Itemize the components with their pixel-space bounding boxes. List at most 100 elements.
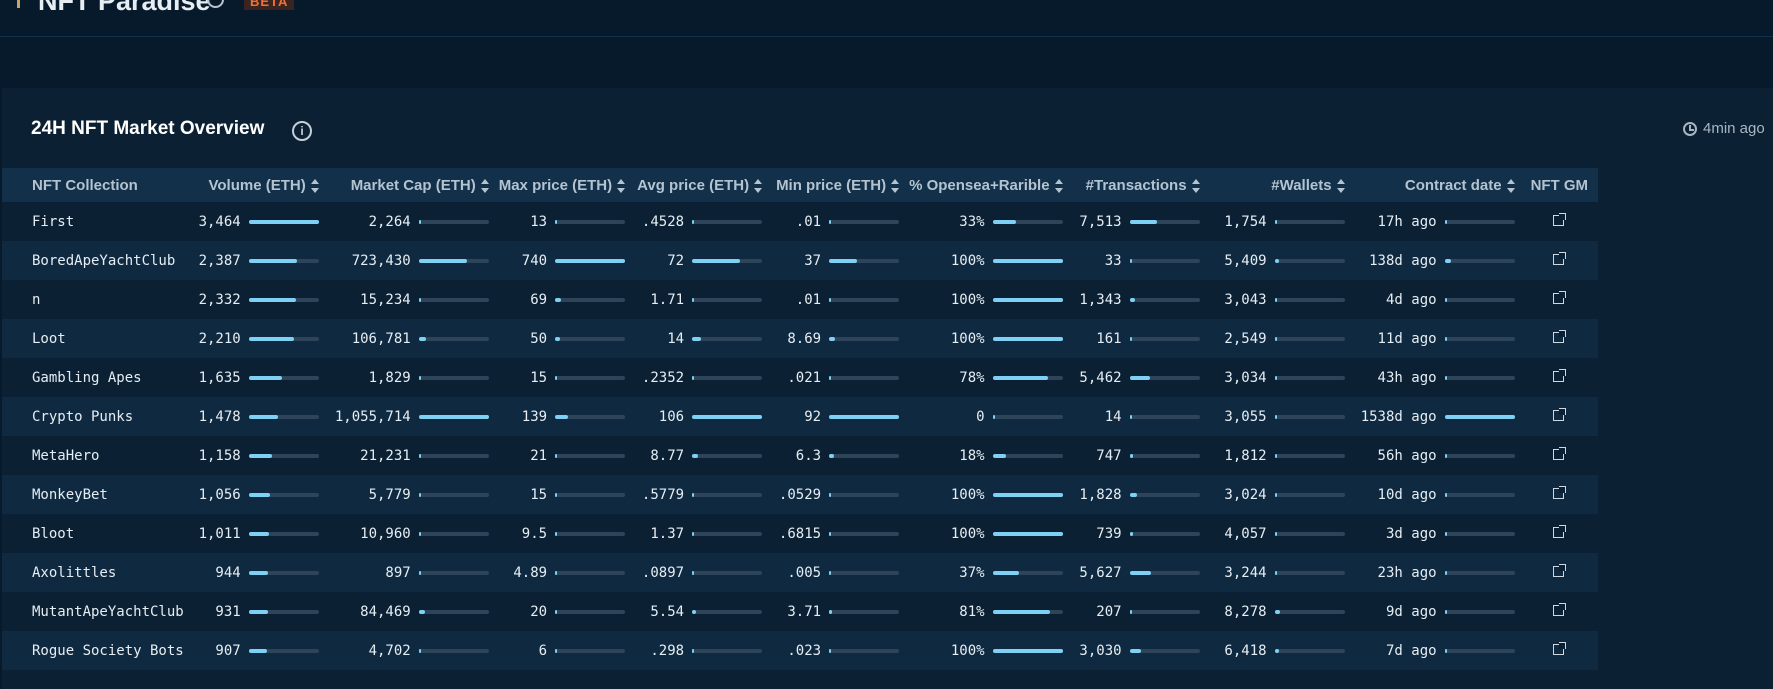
external-link-icon[interactable] xyxy=(1552,290,1566,304)
external-link-icon[interactable] xyxy=(1552,212,1566,226)
cell-gm xyxy=(1524,397,1599,436)
column-header-pct[interactable]: % Opensea+Rarible xyxy=(909,168,1073,202)
table-row[interactable]: MonkeyBet 1,056 5,779 15 .5779 .0529 100% 1,828… xyxy=(2,475,1599,514)
column-header-mcap[interactable]: Market Cap (ETH) xyxy=(328,168,499,202)
cell-tx: 747 xyxy=(1072,436,1210,475)
cell-gm xyxy=(1524,202,1599,241)
external-link-icon[interactable] xyxy=(1552,407,1566,421)
collection-name[interactable]: MetaHero xyxy=(2,436,184,475)
volume-value: 931 xyxy=(215,603,241,620)
sort-icon[interactable] xyxy=(754,178,763,193)
external-link-icon[interactable] xyxy=(1552,329,1566,343)
cell-gm xyxy=(1524,514,1599,553)
wallets-bar xyxy=(1274,414,1345,419)
wallets-bar xyxy=(1274,609,1345,614)
column-header-date[interactable]: Contract date xyxy=(1354,168,1525,202)
column-header-avg[interactable]: Avg price (ETH) xyxy=(635,168,773,202)
column-label: Market Cap (ETH) xyxy=(350,176,476,194)
volume-value: 907 xyxy=(215,642,241,659)
column-header-volume[interactable]: Volume (ETH) xyxy=(183,168,329,202)
external-link-icon[interactable] xyxy=(1552,524,1566,538)
table-row[interactable]: Loot 2,210 106,781 50 14 8.69 100% 161 2,549 11d … xyxy=(2,319,1599,358)
tx-bar-fill xyxy=(1129,531,1133,536)
wallets-value: 6,418 xyxy=(1224,642,1267,659)
collection-name[interactable]: MonkeyBet xyxy=(2,475,184,514)
mcap-value: 15,234 xyxy=(360,291,411,308)
table-row[interactable]: BoredApeYachtClub 2,387 723,430 740 72 37 100%… xyxy=(2,241,1599,280)
wallets-bar-fill xyxy=(1274,375,1277,380)
volume-bar xyxy=(248,297,319,302)
collection-name[interactable]: BoredApeYachtClub xyxy=(2,241,184,280)
collection-name[interactable]: Crypto Punks xyxy=(2,397,184,436)
min-bar-fill xyxy=(829,375,832,380)
collection-name[interactable]: Gambling Apes xyxy=(2,358,184,397)
cell-min: 92 xyxy=(772,397,910,436)
cell-gm xyxy=(1524,631,1599,670)
mcap-bar-fill xyxy=(418,531,421,536)
avg-bar-fill xyxy=(692,492,695,497)
collection-name[interactable]: Axolittles xyxy=(2,553,184,592)
header-accent xyxy=(17,0,20,8)
tx-bar xyxy=(1129,609,1200,614)
date-bar-fill xyxy=(1444,453,1447,458)
cell-date: 11d ago xyxy=(1354,319,1525,358)
mcap-bar xyxy=(418,219,489,224)
column-label: % Opensea+Rarible xyxy=(909,176,1050,194)
external-link-icon[interactable] xyxy=(1552,641,1566,655)
max-bar-fill xyxy=(555,336,561,341)
table-row[interactable]: n 2,332 15,234 69 1.71 .01 100% 1,343 3,043 4d ag… xyxy=(2,280,1599,319)
table-row[interactable]: Crypto Punks 1,478 1,055,714 139 106 92 0 14 3,0… xyxy=(2,397,1599,436)
max-bar-fill xyxy=(555,258,626,263)
sort-icon[interactable] xyxy=(310,178,319,193)
sort-icon[interactable] xyxy=(617,178,626,193)
table-row[interactable]: Bloot 1,011 10,960 9.5 1.37 .6815 100% 739 4,057… xyxy=(2,514,1599,553)
date-bar-fill xyxy=(1444,570,1447,575)
min-bar-fill xyxy=(829,453,835,458)
column-header-max[interactable]: Max price (ETH) xyxy=(498,168,636,202)
max-bar xyxy=(555,297,626,302)
max-value: 740 xyxy=(521,252,548,269)
column-header-min[interactable]: Min price (ETH) xyxy=(772,168,910,202)
table-row[interactable]: Gambling Apes 1,635 1,829 15 .2352 .021 78% 5,4… xyxy=(2,358,1599,397)
sort-icon[interactable] xyxy=(1054,178,1063,193)
sort-icon[interactable] xyxy=(1506,178,1515,193)
collection-name[interactable]: Loot xyxy=(2,319,184,358)
sort-icon[interactable] xyxy=(480,178,489,193)
table-row[interactable]: Axolittles 944 897 4.89 .0897 .005 37% 5,627 3,2… xyxy=(2,553,1599,592)
cell-min: 3.71 xyxy=(772,592,910,631)
external-link-icon[interactable] xyxy=(1552,602,1566,616)
cell-mcap: 1,055,714 xyxy=(328,397,499,436)
volume-bar xyxy=(248,609,319,614)
table-row[interactable]: MetaHero 1,158 21,231 21 8.77 6.3 18% 747 1,812 5… xyxy=(2,436,1599,475)
sort-icon[interactable] xyxy=(891,178,900,193)
external-link-icon[interactable] xyxy=(1552,446,1566,460)
collection-name[interactable]: Bloot xyxy=(2,514,184,553)
table-row[interactable]: Rogue Society Bots 907 4,702 6 .298 .023 100% 3… xyxy=(2,631,1599,670)
column-header-tx[interactable]: #Transactions xyxy=(1072,168,1210,202)
table-row[interactable]: MutantApeYachtClub 931 84,469 20 5.54 3.71 81%… xyxy=(2,592,1599,631)
avg-bar-fill xyxy=(692,453,699,458)
external-link-icon[interactable] xyxy=(1552,485,1566,499)
avg-bar xyxy=(692,414,763,419)
sort-icon[interactable] xyxy=(1336,178,1345,193)
info-icon[interactable]: i xyxy=(292,121,312,141)
column-header-wallets[interactable]: #Wallets xyxy=(1209,168,1355,202)
avg-value: .298 xyxy=(650,642,685,659)
collection-name[interactable]: MutantApeYachtClub xyxy=(2,592,184,631)
date-value: 3d ago xyxy=(1385,525,1437,542)
collection-name[interactable]: First xyxy=(2,202,184,241)
cell-wallets: 3,055 xyxy=(1209,397,1355,436)
date-bar xyxy=(1444,375,1515,380)
table-row[interactable]: First 3,464 2,264 13 .4528 .01 33% 7,513 1,754 17… xyxy=(2,202,1599,241)
collection-name[interactable]: Rogue Society Bots xyxy=(2,631,184,670)
collection-name[interactable]: n xyxy=(2,280,184,319)
wallets-bar-fill xyxy=(1274,219,1277,224)
external-link-icon[interactable] xyxy=(1552,251,1566,265)
max-bar xyxy=(555,492,626,497)
external-link-icon[interactable] xyxy=(1552,563,1566,577)
external-link-icon[interactable] xyxy=(1552,368,1566,382)
cell-wallets: 3,034 xyxy=(1209,358,1355,397)
min-value: .6815 xyxy=(778,525,822,542)
sort-icon[interactable] xyxy=(1191,178,1200,193)
min-bar xyxy=(829,453,900,458)
